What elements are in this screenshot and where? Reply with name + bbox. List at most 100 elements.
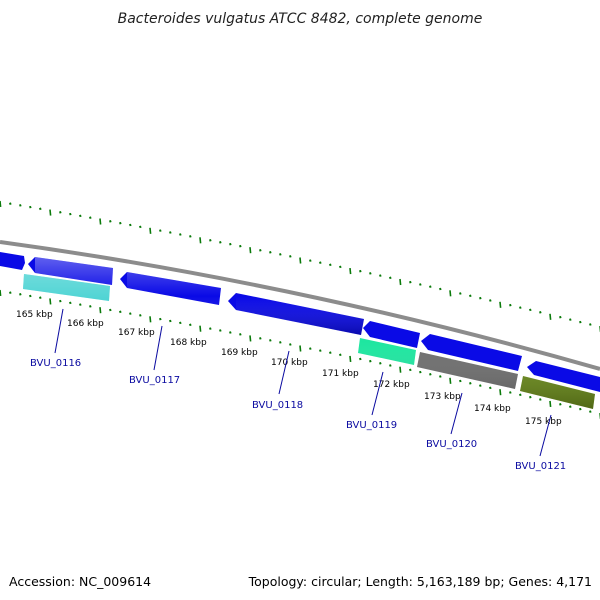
minor-tick [139, 225, 142, 229]
major-tick [199, 237, 202, 244]
minor-tick [289, 255, 292, 258]
topology-text: Topology: circular; Length: 5,163,189 bp… [248, 574, 592, 589]
minor-tick [9, 202, 12, 205]
minor-tick [129, 223, 132, 227]
kbp-label: 174 kbp [474, 404, 511, 414]
gene-label[interactable]: BVU_0119 [346, 420, 397, 431]
minor-tick [169, 319, 172, 323]
major-tick [449, 290, 452, 297]
minor-tick [379, 274, 382, 277]
map-title: Bacteroides vulgatus ATCC 8482, complete… [118, 11, 483, 27]
accession-text: Accession: NC_009614 [9, 574, 151, 589]
minor-tick [159, 229, 162, 232]
minor-tick [559, 315, 562, 319]
major-tick [549, 400, 552, 407]
gene-label[interactable]: BVU_0121 [515, 461, 566, 472]
major-tick [0, 289, 2, 297]
gene-leader-line [450, 392, 463, 435]
minor-tick [269, 251, 272, 254]
minor-tick [359, 357, 362, 361]
minor-tick [329, 263, 332, 267]
minor-tick [489, 299, 492, 302]
minor-tick [239, 333, 242, 336]
minor-tick [119, 310, 122, 314]
gene-label[interactable]: BVU_0116 [30, 358, 81, 369]
gene-leader-line [371, 371, 384, 416]
kbp-label: 175 kbp [525, 417, 562, 427]
minor-tick [459, 379, 462, 383]
minor-tick [189, 323, 192, 327]
minor-tick [29, 294, 32, 298]
minor-tick [429, 373, 432, 376]
minor-tick [279, 253, 282, 256]
gene-label[interactable]: BVU_0118 [252, 400, 303, 411]
minor-tick [59, 299, 62, 303]
minor-tick [579, 320, 582, 324]
kbp-label: 165 kbp [16, 310, 53, 320]
minor-tick [359, 269, 362, 273]
major-tick [499, 301, 502, 308]
minor-tick [319, 261, 322, 264]
minor-tick [309, 259, 312, 262]
minor-tick [589, 323, 592, 326]
major-tick [99, 307, 102, 314]
major-tick [399, 366, 402, 373]
forward-strand-features [0, 252, 600, 392]
minor-tick [19, 204, 22, 207]
major-tick [349, 355, 352, 362]
minor-tick [569, 405, 572, 408]
cds-arrow [0, 252, 25, 270]
minor-tick [569, 318, 572, 321]
kbp-label: 168 kbp [170, 338, 207, 348]
minor-tick [409, 368, 412, 372]
major-tick [299, 345, 302, 352]
minor-tick [489, 386, 492, 390]
minor-tick [219, 241, 222, 244]
minor-tick [259, 249, 262, 252]
cds-arrow-shade [35, 257, 364, 335]
minor-tick [89, 305, 92, 308]
gene-leader-line [278, 350, 290, 395]
major-tick [549, 313, 552, 320]
major-tick [49, 298, 52, 305]
major-tick [249, 247, 252, 254]
gene-labels: BVU_0116 BVU_0117 BVU_0118 BVU_0119 BVU_… [30, 358, 566, 472]
major-tick [149, 316, 152, 323]
minor-tick [519, 306, 522, 309]
minor-tick [259, 337, 262, 340]
minor-tick [439, 287, 442, 291]
gene-label[interactable]: BVU_0117 [129, 375, 180, 386]
minor-tick [109, 220, 112, 223]
kbp-label: 172 kbp [373, 380, 410, 390]
cds-arrow [527, 361, 600, 392]
minor-tick [539, 398, 542, 401]
minor-tick [339, 353, 342, 357]
minor-tick [509, 391, 512, 394]
minor-tick [9, 291, 12, 294]
minor-tick [419, 283, 422, 286]
minor-tick [369, 359, 372, 363]
minor-tick [209, 327, 212, 330]
minor-tick [479, 384, 482, 387]
gene-leader-line [54, 308, 64, 354]
gene-label[interactable]: BVU_0120 [426, 439, 477, 450]
minor-tick [579, 407, 582, 411]
minor-tick [559, 403, 562, 406]
minor-tick [539, 311, 542, 314]
minor-tick [309, 347, 312, 350]
minor-tick [179, 233, 182, 236]
minor-tick [69, 301, 72, 305]
minor-tick [469, 294, 472, 298]
inner-tick-ring [0, 289, 600, 420]
minor-tick [19, 293, 22, 296]
kbp-label: 170 kbp [271, 358, 308, 368]
minor-tick [79, 303, 82, 306]
minor-tick [69, 212, 72, 216]
major-tick [399, 278, 402, 286]
minor-tick [279, 341, 282, 344]
minor-tick [59, 211, 62, 214]
minor-tick [469, 382, 472, 385]
minor-tick [509, 303, 512, 307]
major-tick [99, 218, 102, 225]
minor-tick [79, 214, 82, 218]
